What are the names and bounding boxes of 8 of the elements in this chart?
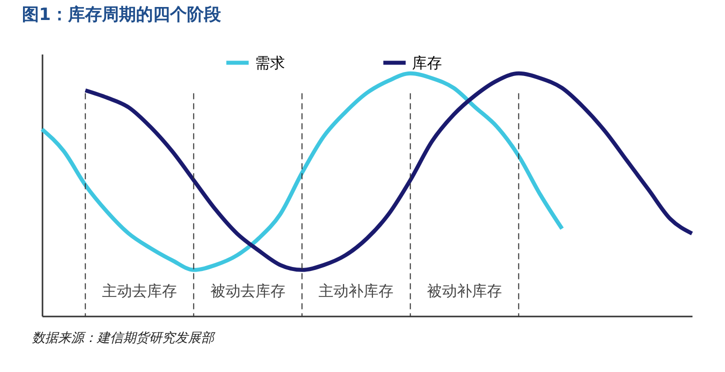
source-note: 数据来源：建信期货研究发展部: [32, 331, 216, 346]
annotation: 主动补库存: [318, 282, 394, 300]
legend-label: 库存: [412, 54, 442, 72]
chart-title: 图1：库存周期的四个阶段: [22, 5, 222, 25]
legend-label: 需求: [255, 54, 285, 72]
annotation: 被动补库存: [427, 282, 502, 300]
annotation: 被动去库存: [210, 282, 286, 300]
annotation: 主动去库存: [102, 282, 177, 300]
